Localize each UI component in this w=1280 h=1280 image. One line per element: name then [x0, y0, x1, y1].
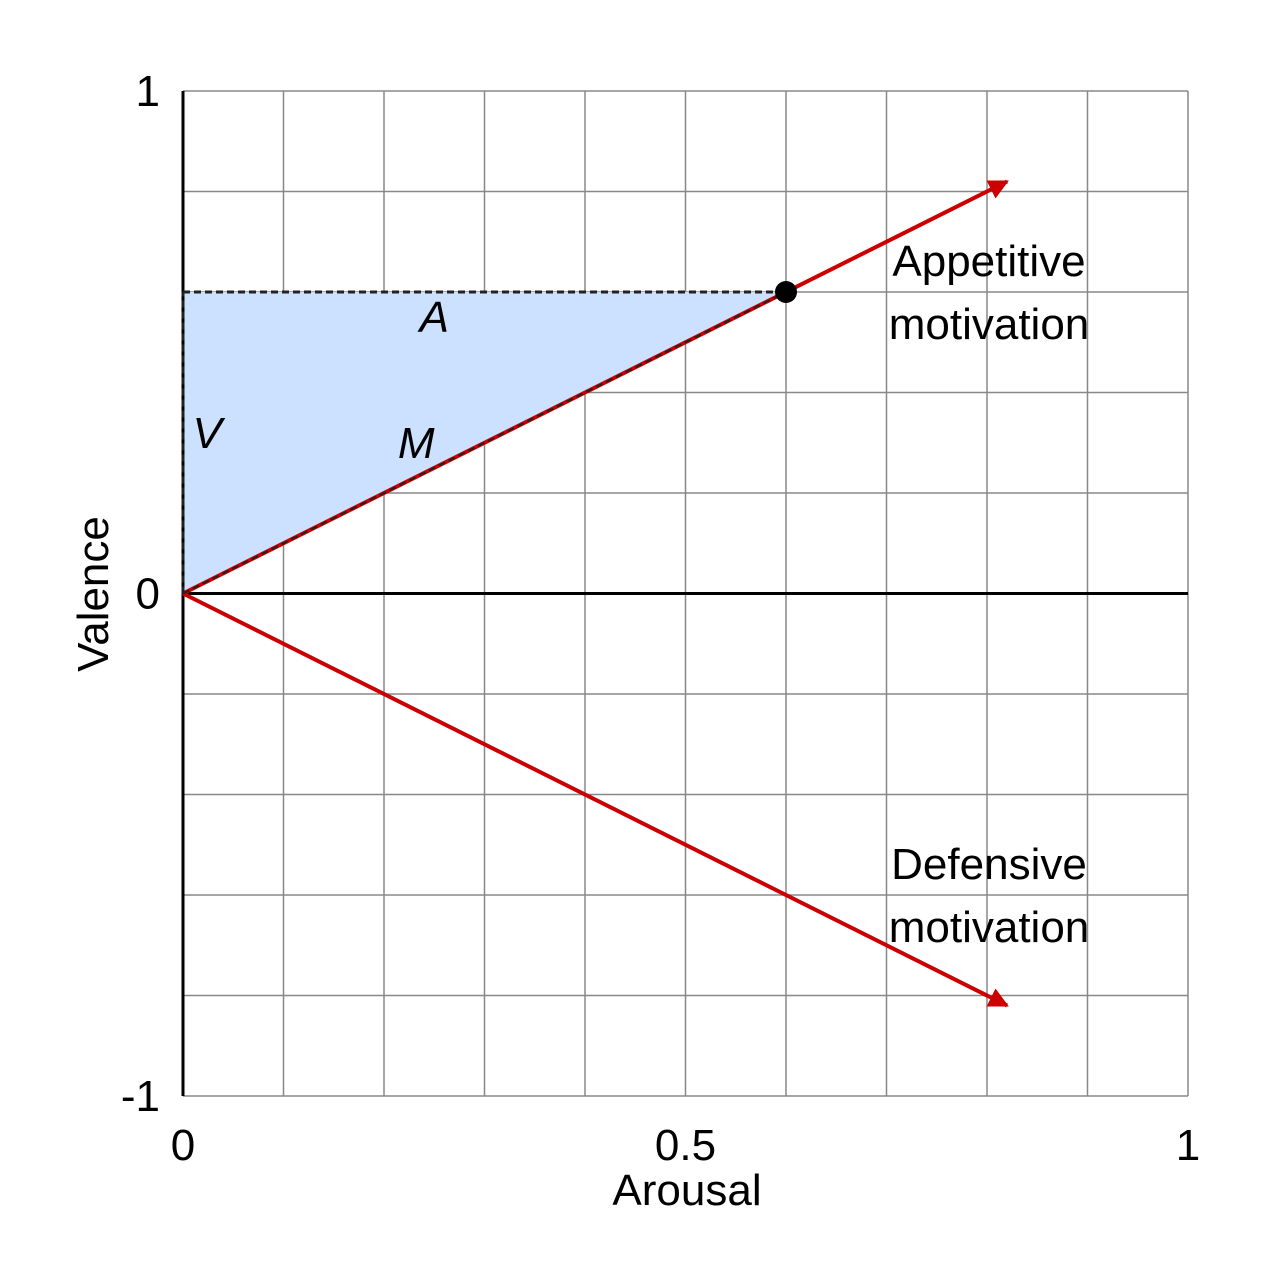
vector-line	[182, 179, 1009, 596]
annotation: M	[398, 419, 435, 468]
x-tick-label: 1	[1176, 1121, 1200, 1170]
x-tick-label: 0	[171, 1121, 195, 1170]
y-tick-label: 0	[136, 570, 160, 619]
point	[775, 281, 797, 303]
series-label: Defensive motivation	[889, 840, 1090, 952]
y-tick-label: -1	[121, 1072, 160, 1121]
series-label: Appetitive motivation	[889, 237, 1090, 349]
y-axis-label: Valence	[69, 516, 118, 672]
x-axis-label: Arousal	[612, 1166, 761, 1215]
dashed-magnitude	[182, 291, 787, 595]
x-tick-label: 0.5	[655, 1121, 716, 1170]
annotation: V	[192, 409, 225, 458]
vector-line	[182, 591, 1009, 1008]
annotation: A	[417, 293, 449, 342]
y-tick-label: 1	[136, 67, 160, 116]
